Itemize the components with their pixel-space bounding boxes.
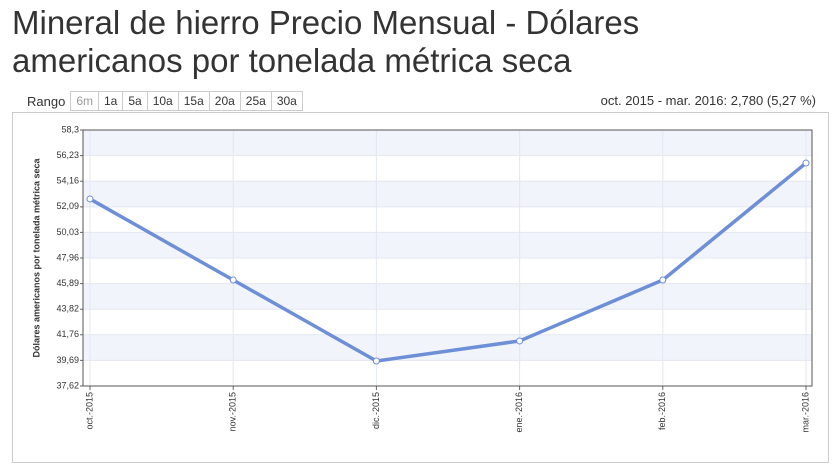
y-tick-label: 43,82 [56,304,79,314]
chart-frame [12,112,829,463]
y-axis-label: Dólares americanos por tonelada métrica … [31,157,41,357]
range-selector: Rango 6m 1a 5a 10a 15a 20a 25a 30a [27,91,303,111]
band [83,130,812,156]
y-tick-label: 58,3 [61,124,79,134]
summary: oct. 2015 - mar. 2016: 2,780 (5,27 %) [600,93,816,108]
x-tick-label: mar.-2016 [800,392,810,433]
point [516,337,524,345]
point [659,276,667,284]
plot-border [82,129,813,387]
x-tick-label: ene.-2016 [514,392,524,433]
band [83,283,812,310]
range-button[interactable]: 30a [270,91,303,111]
range-button[interactable]: 20a [208,91,241,111]
range-label: Rango [27,93,66,109]
point [229,276,237,284]
range-button[interactable]: 15a [177,91,210,111]
point [86,195,94,203]
y-tick-label: 47,96 [56,252,79,262]
y-tick-label: 50,03 [56,227,79,237]
point [802,159,810,167]
band [83,181,812,207]
line [89,161,808,363]
y-tick-label: 37,62 [56,380,79,390]
point [372,357,380,365]
range-button[interactable]: 1a [97,91,124,111]
title-line: americanos por tonelada métrica seca [12,42,572,79]
y-tick-label: 54,16 [56,176,79,186]
title-line: Mineral de hierro Precio Mensual - Dólar… [12,4,640,41]
y-tick-label: 39,69 [56,355,79,365]
x-tick-label: oct.-2015 [84,392,94,430]
y-tick-label: 45,89 [56,278,79,288]
range-button[interactable]: 10a [146,91,179,111]
y-tick-label: 56,23 [56,150,79,160]
y-tick-label: 52,09 [56,201,79,211]
range-button[interactable]: 5a [122,91,148,111]
x-tick-label: feb.-2016 [657,392,667,430]
y-tick-label: 41,76 [56,329,79,339]
band [83,232,812,258]
band [83,334,812,361]
x-tick-label: nov.-2015 [228,392,238,431]
x-tick-label: dic.-2015 [371,392,381,429]
